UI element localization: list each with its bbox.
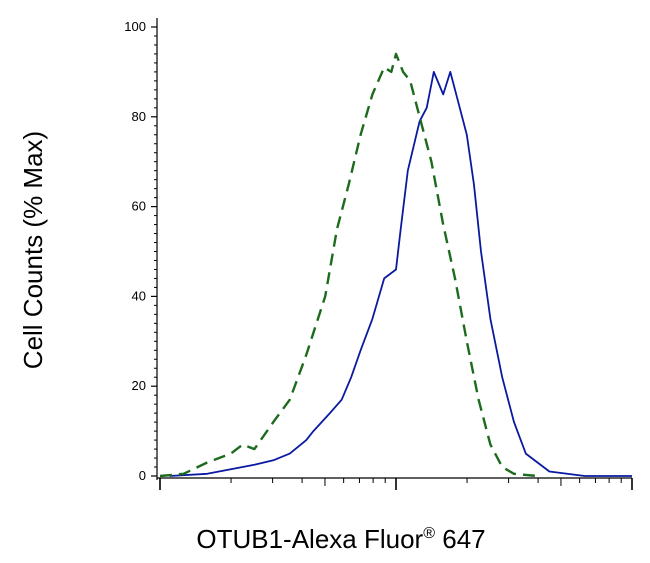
y-tick-label: 60 xyxy=(132,199,146,214)
y-axis-label: Cell Counts (% Max) xyxy=(18,131,48,369)
plot-lines xyxy=(159,52,632,478)
y-tick-label: 0 xyxy=(139,468,146,483)
y-tick-label: 20 xyxy=(132,378,146,393)
y-tick-label: 80 xyxy=(132,109,146,124)
axes: 0 20 40 60 80 100 xyxy=(124,18,633,490)
x-axis-label-superscript: ® xyxy=(423,525,435,542)
x-axis-label: OTUB1-Alexa Fluor® 647 xyxy=(196,524,485,554)
isotype-control-line xyxy=(159,52,538,478)
otub1-histogram-line xyxy=(169,71,632,477)
x-axis-label-main: OTUB1-Alexa Fluor xyxy=(196,524,423,554)
y-tick-label: 40 xyxy=(132,288,146,303)
x-axis-label-tail: 647 xyxy=(435,524,486,554)
y-tick-label: 100 xyxy=(124,19,146,34)
